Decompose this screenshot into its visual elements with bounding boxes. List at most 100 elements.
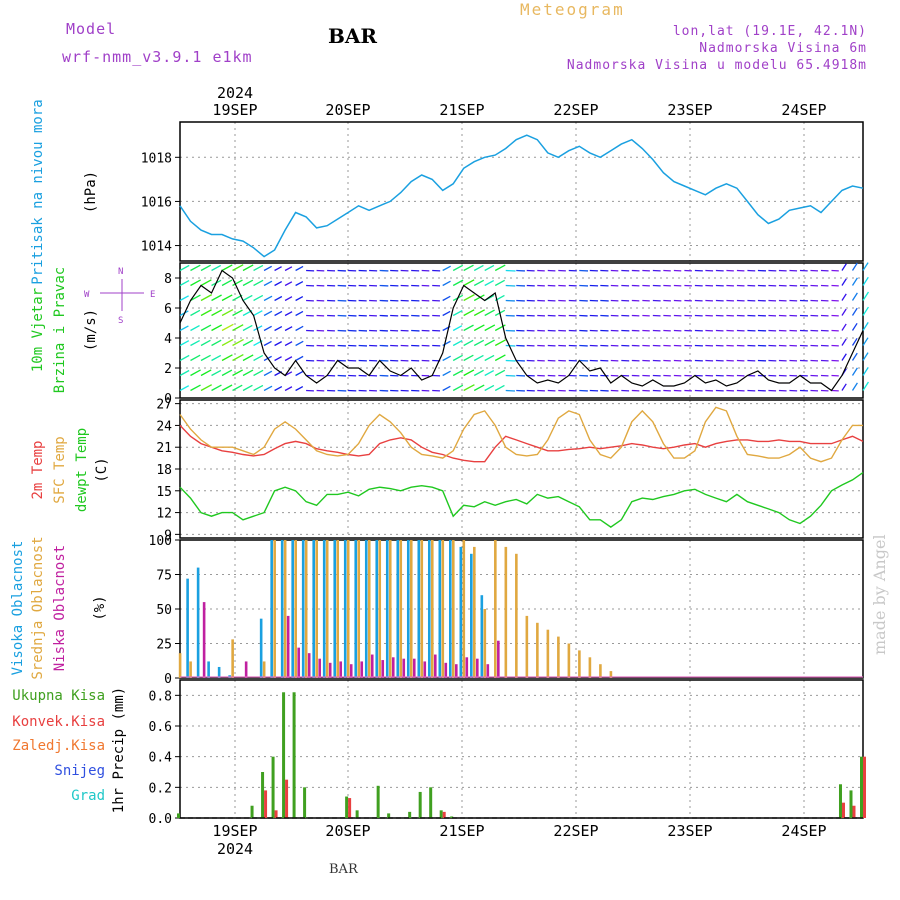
- precip-bar: [345, 796, 349, 818]
- wind-arrow: [862, 381, 869, 391]
- wind-arrow: [253, 325, 263, 332]
- wind-arrow: [463, 294, 475, 302]
- precip-bar: [450, 816, 454, 818]
- wind-arrow: [851, 292, 858, 301]
- wind-arrow: [442, 385, 451, 392]
- wind-arrow: [442, 295, 451, 302]
- cloud-bar: [449, 540, 452, 678]
- precip-bar: [250, 805, 254, 818]
- wind-arrow: [179, 354, 190, 362]
- wind-arrow: [200, 369, 212, 377]
- cloud-bar: [367, 540, 371, 678]
- temp-ylabel-dewpt: dewpt Temp: [74, 428, 90, 512]
- wind-arrow: [253, 384, 264, 392]
- wind-arrow: [484, 384, 495, 392]
- cloud-bar: [325, 540, 329, 678]
- wind-ylabel-2: Brzina i Pravac: [52, 267, 68, 393]
- wind-arrow: [274, 295, 283, 302]
- temperature-ytick-label: 15: [156, 485, 172, 500]
- wind-arrow: [494, 279, 505, 287]
- wind-arrow: [473, 294, 485, 302]
- precip-bar: [261, 772, 265, 818]
- wind-arrow: [284, 266, 293, 272]
- wind-ylabel-1: 10m Vjetar: [30, 288, 46, 372]
- wind-arrow: [179, 369, 190, 377]
- cloud-ytick-label: 50: [156, 603, 172, 618]
- cloud-bar: [441, 540, 445, 678]
- top-date-label: 21SEP: [439, 101, 484, 119]
- wind-arrow: [263, 310, 273, 317]
- cloud-bar: [609, 671, 613, 678]
- cloud-bar: [378, 540, 382, 678]
- wind-arrow: [274, 385, 283, 392]
- cloud-bar: [423, 661, 427, 678]
- wind-arrow: [274, 325, 283, 332]
- wind-ytick-label: 4: [164, 332, 172, 347]
- temp-line-2: [179, 472, 864, 528]
- wind-arrow: [179, 279, 190, 287]
- temperature-ytick-label: 9: [164, 528, 172, 543]
- cloud-bar: [385, 540, 389, 678]
- cloud-bar: [291, 540, 294, 678]
- wind-arrow: [179, 340, 190, 347]
- station-title: BAR: [328, 24, 378, 48]
- cloud-bar: [312, 540, 315, 678]
- cloud-ylabel-mid: Srednja Oblacnost: [30, 536, 46, 679]
- wind-arrow: [484, 324, 496, 332]
- wind-arrow: [851, 382, 858, 391]
- pressure-ytick-label: 1018: [141, 151, 172, 166]
- wind-arrow: [494, 324, 506, 332]
- temperature-ytick-label: 12: [156, 507, 172, 522]
- wind-arrow: [295, 340, 304, 347]
- precip-bar: [418, 791, 422, 818]
- wind-ytick-label: 6: [164, 302, 172, 317]
- wind-ytick-label: 0: [164, 392, 172, 407]
- wind-arrow: [211, 264, 222, 272]
- wind-arrow: [274, 310, 283, 317]
- cloud-bar: [315, 540, 318, 678]
- wind-arrow: [295, 385, 304, 392]
- wind-arrow: [190, 264, 201, 272]
- cloud-bar: [438, 540, 442, 678]
- cloud-bar: [294, 540, 297, 678]
- wind-arrow: [200, 324, 212, 332]
- wind-arrow: [484, 339, 495, 347]
- cloud-bar: [301, 540, 305, 678]
- cloud-bar: [452, 540, 455, 678]
- wind-arrow: [284, 296, 293, 302]
- wind-arrow: [295, 355, 304, 362]
- wind-arrow: [179, 325, 189, 332]
- wind-arrow: [851, 322, 858, 331]
- wind-ytick-label: 8: [164, 272, 172, 287]
- top-date-label: 24SEP: [781, 101, 826, 119]
- cloud-bar: [280, 540, 284, 678]
- cloud-bar: [599, 664, 602, 678]
- bottom-date-label: 23SEP: [667, 822, 712, 840]
- cloud-bar: [364, 540, 368, 678]
- wind-arrow: [200, 384, 213, 392]
- pressure-line: [179, 134, 864, 258]
- wind-arrow: [442, 340, 451, 347]
- wind-arrow: [295, 280, 304, 287]
- wind-arrow: [274, 281, 283, 287]
- wind-arrow: [232, 279, 243, 287]
- wind-arrow: [242, 279, 254, 287]
- wind-arrow: [179, 295, 189, 302]
- cloud-bar: [304, 540, 308, 678]
- elevation-label: Nadmorska Visina 6m: [699, 41, 867, 56]
- wind-arrow: [253, 369, 264, 377]
- cloud-bar: [497, 640, 500, 678]
- wind-arrow: [473, 354, 484, 362]
- wind-arrow: [253, 310, 263, 317]
- marks-layer: [177, 134, 870, 819]
- wind-arrow: [841, 323, 847, 331]
- precip-bar: [852, 805, 856, 818]
- precip-legend-item: Zaledj.Kisa: [12, 738, 105, 754]
- wind-arrow: [242, 384, 253, 392]
- precip-bar: [348, 798, 352, 818]
- wind-arrow: [484, 354, 495, 362]
- wind-arrow: [484, 264, 495, 272]
- wind-arrow: [274, 356, 282, 362]
- compass-south: S: [118, 316, 123, 326]
- cloud-bar: [189, 661, 192, 678]
